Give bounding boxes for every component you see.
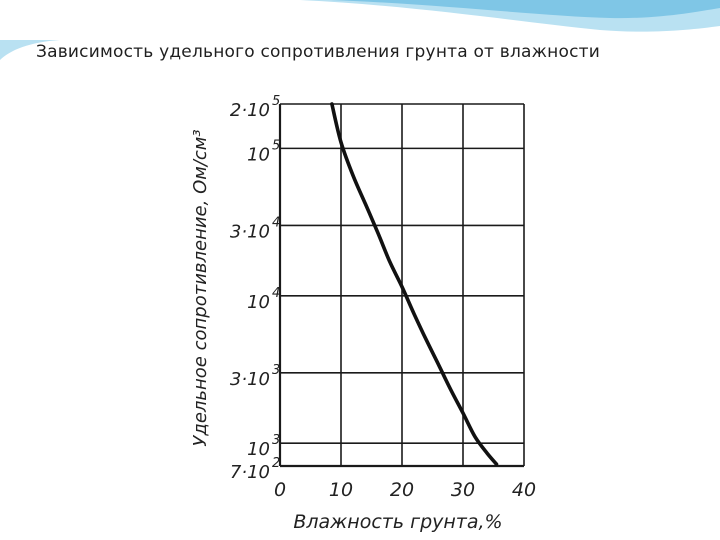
y-tick-label: 10 3 <box>247 433 280 460</box>
y-tick-exponent: 5 <box>272 138 280 153</box>
y-tick-label: 3·10 4 <box>230 215 280 242</box>
y-tick-exponent: 2 <box>272 456 280 471</box>
slide-title: Зависимость удельного сопротивления грун… <box>36 42 600 62</box>
y-tick-label: 3·10 3 <box>230 363 280 390</box>
x-tick-label: 10 <box>329 479 353 501</box>
y-tick-exponent: 4 <box>272 215 280 230</box>
chart-series <box>330 102 499 466</box>
y-tick-base: 10 <box>247 439 270 460</box>
y-tick-base: 3·10 <box>230 221 270 242</box>
y-axis-ticks: 7·10 210 33·10 310 43·10 410 52·10 5 <box>230 94 280 483</box>
x-axis-label: Влажность грунта,% <box>293 511 502 533</box>
x-tick-label: 40 <box>512 479 536 501</box>
x-axis-ticks: 0 10 20 30 40 <box>274 479 536 501</box>
y-tick-label: 10 5 <box>247 138 280 165</box>
y-tick-label: 7·10 2 <box>230 456 280 483</box>
y-axis-label: Удельное сопротивление, Ом/см³ <box>190 129 211 446</box>
header-wave-decoration <box>0 0 720 60</box>
x-tick-label: 20 <box>390 479 414 501</box>
resistivity-curve <box>330 102 499 466</box>
y-tick-base: 10 <box>247 292 270 313</box>
y-tick-base: 7·10 <box>230 462 270 483</box>
x-tick-label: 30 <box>451 479 475 501</box>
y-tick-exponent: 5 <box>272 94 280 109</box>
y-tick-label: 2·10 5 <box>230 94 280 121</box>
y-tick-exponent: 4 <box>272 286 280 301</box>
y-tick-exponent: 3 <box>272 363 280 378</box>
x-tick-label: 0 <box>274 479 286 501</box>
chart-grid <box>278 103 525 468</box>
y-tick-label: 10 4 <box>247 286 280 313</box>
y-tick-base: 3·10 <box>230 369 270 390</box>
y-tick-base: 2·10 <box>230 100 270 121</box>
y-tick-base: 10 <box>247 144 270 165</box>
y-tick-exponent: 3 <box>272 433 280 448</box>
